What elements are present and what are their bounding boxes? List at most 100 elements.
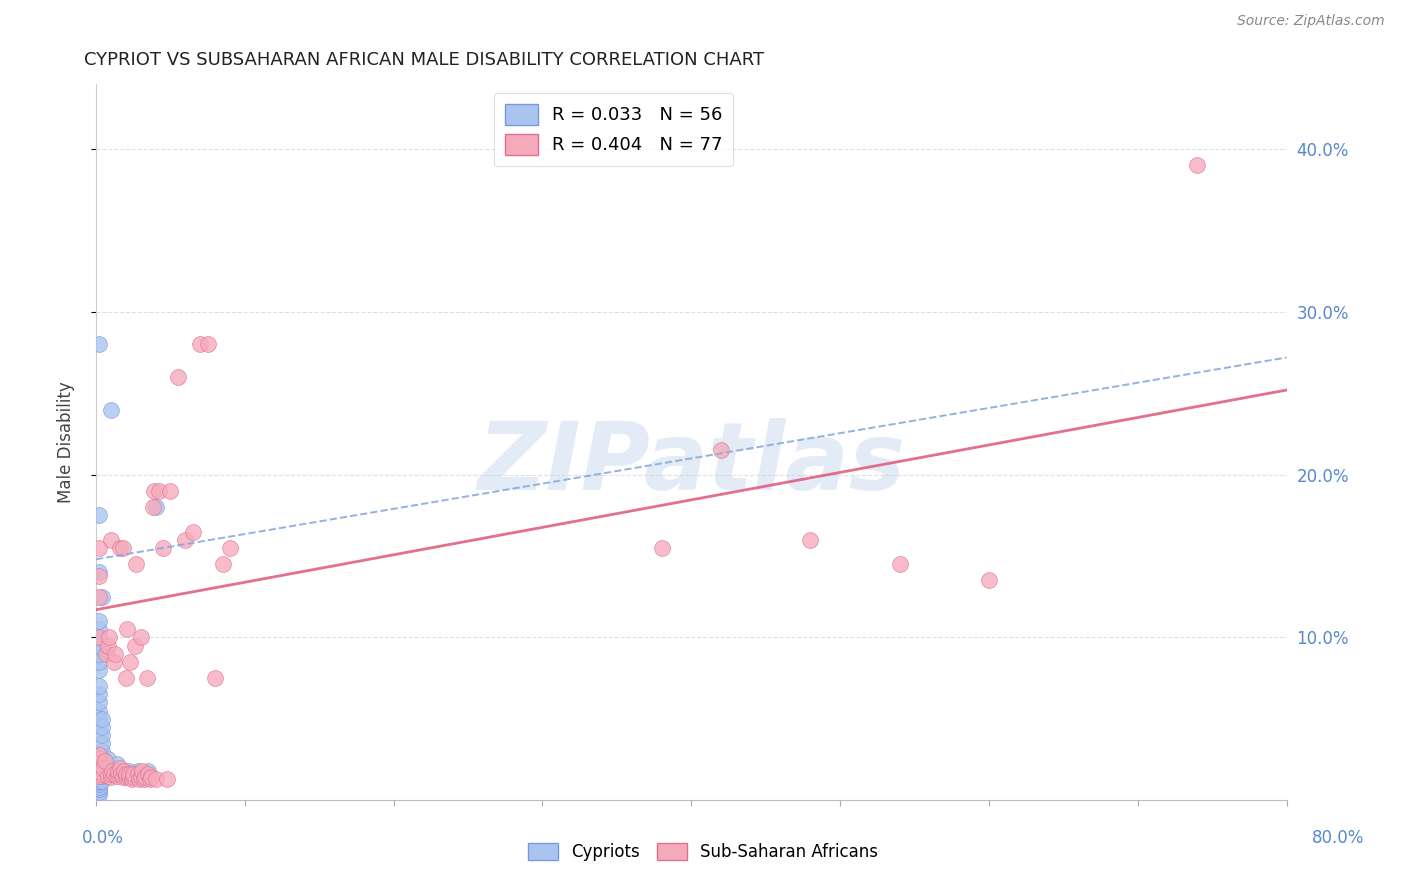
Point xyxy=(219,541,242,555)
Point xyxy=(188,337,211,351)
Point xyxy=(120,655,142,669)
Point xyxy=(94,754,117,768)
Point xyxy=(1187,159,1209,173)
Point xyxy=(91,728,114,742)
Point xyxy=(101,764,124,778)
Point xyxy=(100,767,122,781)
Point xyxy=(87,781,110,796)
Point xyxy=(87,712,110,726)
Point xyxy=(799,533,821,547)
Point xyxy=(114,770,136,784)
Point xyxy=(108,541,131,555)
Point xyxy=(97,752,120,766)
Point xyxy=(97,769,120,783)
Point xyxy=(710,443,733,458)
Point xyxy=(145,772,167,786)
Point xyxy=(197,337,219,351)
Point xyxy=(132,772,155,786)
Point xyxy=(87,647,110,661)
Point xyxy=(91,760,114,774)
Point xyxy=(134,770,156,784)
Point xyxy=(143,483,166,498)
Point xyxy=(111,764,134,778)
Point xyxy=(136,767,159,781)
Point xyxy=(122,770,145,784)
Point xyxy=(87,687,110,701)
Point xyxy=(87,631,110,645)
Point xyxy=(117,622,139,636)
Point xyxy=(181,524,204,539)
Point xyxy=(87,614,110,628)
Point xyxy=(114,671,136,685)
Point xyxy=(87,775,110,789)
Point xyxy=(135,671,157,685)
Point xyxy=(87,655,110,669)
Point xyxy=(118,767,141,781)
Point xyxy=(87,760,110,774)
Point xyxy=(87,788,110,802)
Point xyxy=(114,767,136,781)
Point xyxy=(87,679,110,693)
Point xyxy=(87,767,110,781)
Point xyxy=(87,785,110,799)
Point xyxy=(977,574,1000,588)
Point xyxy=(87,764,110,778)
Point xyxy=(91,769,114,783)
Point xyxy=(204,671,226,685)
Y-axis label: Male Disability: Male Disability xyxy=(58,381,75,503)
Point xyxy=(107,767,129,781)
Point xyxy=(131,764,153,778)
Point xyxy=(107,764,129,778)
Point xyxy=(91,720,114,734)
Point xyxy=(129,770,152,784)
Point xyxy=(152,541,174,555)
Point xyxy=(103,655,125,669)
Point xyxy=(87,769,110,783)
Point xyxy=(142,500,165,515)
Point xyxy=(87,773,110,788)
Text: ZIPatlas: ZIPatlas xyxy=(477,417,905,509)
Point xyxy=(87,696,110,710)
Point xyxy=(87,765,110,780)
Point xyxy=(103,760,125,774)
Point xyxy=(110,767,132,781)
Point xyxy=(91,590,114,604)
Point xyxy=(87,631,110,645)
Point xyxy=(87,568,110,582)
Point xyxy=(87,780,110,794)
Point xyxy=(129,631,152,645)
Point xyxy=(100,533,122,547)
Point xyxy=(651,541,673,555)
Point xyxy=(145,500,167,515)
Point xyxy=(87,337,110,351)
Point xyxy=(97,639,120,653)
Legend: R = 0.033   N = 56, R = 0.404   N = 77: R = 0.033 N = 56, R = 0.404 N = 77 xyxy=(495,93,734,166)
Point xyxy=(136,764,159,778)
Point xyxy=(91,764,114,778)
Point xyxy=(103,767,125,781)
Point xyxy=(104,647,127,661)
Point xyxy=(87,770,110,784)
Point xyxy=(87,541,110,555)
Point xyxy=(127,767,149,781)
Point xyxy=(118,764,141,778)
Point xyxy=(87,704,110,718)
Point xyxy=(87,663,110,677)
Point xyxy=(91,752,114,766)
Point xyxy=(87,760,110,774)
Point xyxy=(87,757,110,772)
Point xyxy=(93,760,115,774)
Point xyxy=(121,772,143,786)
Point xyxy=(159,483,181,498)
Point xyxy=(96,647,118,661)
Point xyxy=(87,590,110,604)
Point xyxy=(87,508,110,523)
Point xyxy=(87,622,110,636)
Point xyxy=(87,764,110,778)
Point xyxy=(108,760,131,774)
Point xyxy=(91,767,114,781)
Point xyxy=(98,631,121,645)
Point xyxy=(91,757,114,772)
Point xyxy=(91,736,114,750)
Point xyxy=(112,764,135,778)
